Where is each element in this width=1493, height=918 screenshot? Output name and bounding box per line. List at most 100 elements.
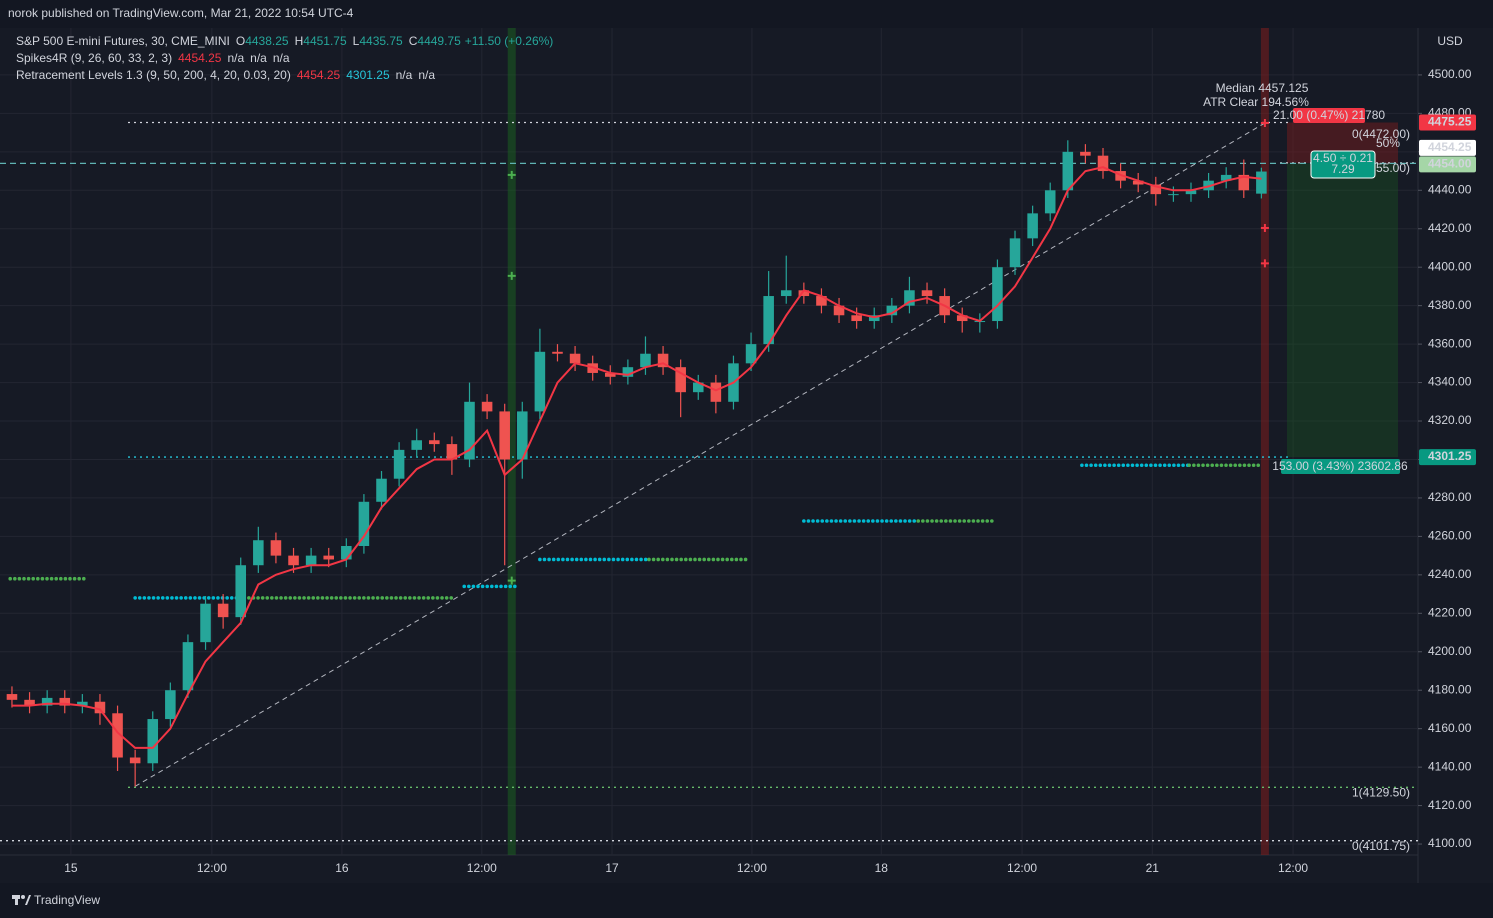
symbol-legend: S&P 500 E-mini Futures, 30, CME_MINI O 443… (16, 34, 553, 48)
pct-label: 50% (1376, 136, 1400, 150)
candle-body (182, 642, 194, 691)
candle-body (534, 351, 546, 412)
cross-marker (507, 170, 516, 179)
publisher: norok published on TradingView.com, Mar … (8, 6, 354, 20)
candle-body (1062, 151, 1074, 191)
candle-body (640, 353, 651, 368)
footer (0, 883, 1493, 918)
risk-label: 21.00 (0.47%) 21780 (1273, 108, 1385, 122)
price-tag-label: 4475.25 (1428, 115, 1472, 129)
ohlc-letter: O (236, 34, 245, 48)
y-tick-label: 4400.00 (1428, 259, 1472, 273)
indicator-value: 4454.25 (178, 51, 222, 65)
candle-body (1168, 194, 1179, 196)
x-tick-label: 12:00 (197, 861, 227, 875)
candle-body (886, 305, 898, 316)
indicator-name: Spikes4R (9, 26, 60, 33, 2, 3) (16, 51, 172, 65)
x-tick-label: 18 (875, 861, 889, 875)
y-tick-label: 4120.00 (1428, 798, 1472, 812)
candle-body (464, 401, 475, 460)
candle-body (253, 540, 264, 566)
candle-body (1009, 238, 1021, 268)
y-tick-label: 4320.00 (1428, 413, 1472, 427)
y-tick-label: 4160.00 (1428, 721, 1472, 735)
logo (12, 895, 31, 905)
candle-body (41, 697, 53, 706)
candle-body (341, 546, 352, 560)
candle-body (305, 555, 317, 566)
y-tick-label: 4260.00 (1428, 529, 1472, 543)
atr-label: ATR Clear 194.56% (1203, 95, 1309, 109)
candle-body (710, 382, 722, 402)
price-tag (1419, 114, 1476, 131)
candle-body (921, 290, 933, 297)
price-tag-label: 4454.25 (1428, 140, 1472, 154)
ohlc-value: 4451.75 (303, 34, 347, 48)
y-tick-label: 4340.00 (1428, 375, 1472, 389)
candle-body (763, 296, 774, 345)
y-tick-label: 4380.00 (1428, 298, 1472, 312)
y-tick-label: 4360.00 (1428, 336, 1472, 350)
candle-body (992, 267, 1003, 322)
cross-marker (1260, 118, 1269, 127)
candle-body (94, 701, 106, 714)
candle-body (446, 444, 458, 460)
fib-label: 1(4129.50) (1352, 785, 1410, 799)
candle-body (288, 555, 299, 566)
signal-band (507, 28, 516, 855)
x-tick-label: 12:00 (1278, 861, 1308, 875)
x-tick-label: 16 (335, 861, 349, 875)
y-tick-label: 4140.00 (1428, 759, 1472, 773)
candle-body (1185, 190, 1197, 195)
candle-body (622, 367, 634, 377)
candle-body (1132, 180, 1144, 185)
candle-body (675, 367, 686, 393)
grid (0, 28, 1418, 855)
candle-body (235, 565, 247, 618)
ohlc-value: 4449.75 (417, 34, 461, 48)
symbol: S&P 500 E-mini Futures, 30, CME_MINI (16, 34, 230, 48)
cross-marker (507, 271, 516, 280)
x-tick-label: 12:00 (1007, 861, 1037, 875)
x-tick-label: 17 (605, 861, 619, 875)
indicator-value: n/a (418, 68, 435, 82)
indicator-value: 4301.25 (346, 68, 390, 82)
cross-marker (507, 576, 516, 585)
price-tag (1419, 139, 1476, 156)
y-tick-label: 4440.00 (1428, 182, 1472, 196)
fib-label: 0(4101.75) (1352, 839, 1410, 853)
candle-body (6, 694, 18, 700)
ohlc-value: 4435.75 (359, 34, 403, 48)
x-tick-label: 21 (1146, 861, 1160, 875)
signal-band (1260, 28, 1269, 855)
candle-body (1150, 184, 1162, 195)
cross-marker (1260, 259, 1269, 268)
price-tag-label: 4454.00 (1428, 157, 1472, 171)
candle-body (77, 701, 88, 706)
y-tick-label: 4420.00 (1428, 221, 1472, 235)
candle-body (798, 290, 810, 297)
candle-body (956, 315, 968, 322)
ohlc-letter: H (295, 34, 304, 48)
candle-body (552, 351, 563, 354)
candle-body (1097, 155, 1109, 172)
indicator-value: 4454.25 (297, 68, 341, 82)
candle-body (1080, 151, 1091, 156)
indicator-value: n/a (227, 51, 244, 65)
y-tick-label: 4200.00 (1428, 644, 1472, 658)
y-tick-label: 4500.00 (1428, 67, 1472, 81)
y-tick-label: 4280.00 (1428, 490, 1472, 504)
candle-body (904, 290, 915, 306)
candle-body (411, 440, 422, 450)
median-label: Median 4457.125 (1216, 81, 1309, 95)
brand: TradingView (34, 893, 100, 907)
ratio-label: 7.29 (1331, 162, 1355, 176)
fib-label: 0(4472.00) (1352, 127, 1410, 141)
price-tag (1419, 449, 1476, 466)
indicator-value: n/a (273, 51, 290, 65)
reward-label: 153.00 (3.43%) 23602.86 (1272, 459, 1408, 473)
candle-body (569, 353, 581, 364)
x-tick-label: 12:00 (467, 861, 497, 875)
candle-body (780, 290, 792, 297)
